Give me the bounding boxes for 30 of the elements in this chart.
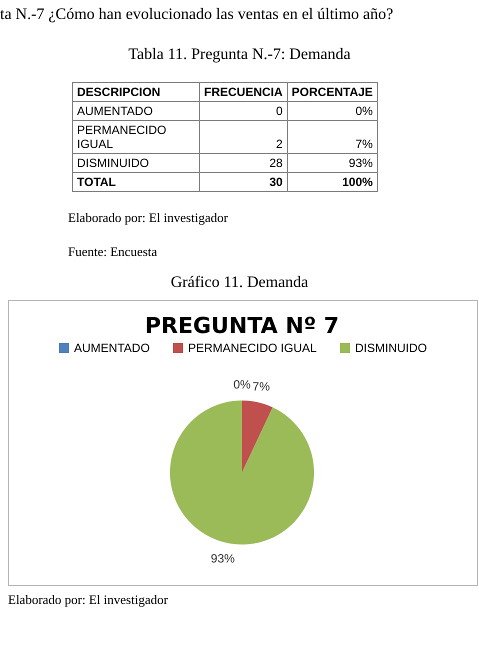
category-label: TOTAL bbox=[72, 172, 200, 192]
data-label: 30 bbox=[200, 172, 288, 192]
pie-slice bbox=[170, 400, 314, 544]
data-label: 0% bbox=[287, 102, 378, 120]
data-label: 93% bbox=[287, 154, 378, 172]
data-label: 7% bbox=[287, 120, 378, 154]
chart-title: PREGUNTA Nº 7 bbox=[144, 314, 340, 339]
chart-subtitle: Gráfico 11. Demanda bbox=[170, 274, 310, 292]
text: PORCENTAJE bbox=[287, 82, 378, 102]
text: Elaborado por: El investigador bbox=[8, 592, 169, 608]
text: DESCRIPCION bbox=[72, 82, 200, 102]
legend-label: PERMANECIDO IGUAL bbox=[188, 341, 318, 355]
category-label: AUMENTADO bbox=[72, 102, 200, 120]
data-label: 93% bbox=[210, 551, 236, 566]
data-label: 100% bbox=[287, 172, 378, 192]
data-label: 0 bbox=[200, 102, 288, 120]
text: 0% bbox=[233, 378, 251, 392]
category-label: DISMINUIDO bbox=[72, 154, 200, 172]
text: ta N.-7 ¿Cómo han evolucionado las ventas en el último año? bbox=[0, 6, 394, 24]
legend-label: DISMINUIDO bbox=[355, 341, 427, 355]
text: Elaborado por: El investigador bbox=[68, 210, 229, 226]
source-note: Fuente: Encuesta bbox=[68, 244, 158, 260]
text: Tabla 11. Pregunta N.-7: Demanda bbox=[127, 46, 352, 64]
legend-label: AUMENTADO bbox=[74, 341, 150, 355]
text: FRECUENCIA bbox=[200, 82, 288, 102]
pie-slice bbox=[242, 400, 273, 472]
data-label: 2 bbox=[200, 120, 288, 154]
data-label: 7% bbox=[252, 380, 270, 394]
category-label: PERMANECIDO IGUAL bbox=[72, 120, 200, 154]
data-label: 28 bbox=[200, 154, 288, 172]
